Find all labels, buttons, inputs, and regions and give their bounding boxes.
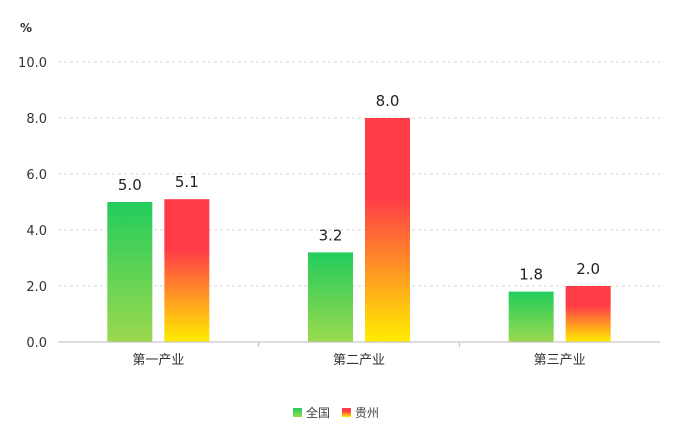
data-label: 5.0: [118, 176, 142, 194]
bar: [308, 252, 353, 342]
bars: [107, 118, 611, 342]
y-tick-label: 4.0: [26, 224, 47, 239]
legend: 全国 贵州: [293, 405, 379, 420]
bar: [107, 202, 153, 342]
y-axis-unit-label: %: [20, 21, 32, 35]
y-tick-label: 2.0: [26, 280, 47, 295]
data-label: 5.1: [175, 173, 199, 191]
data-label: 8.0: [376, 92, 400, 110]
data-label: 1.8: [519, 266, 543, 284]
y-tick-label: 8.0: [26, 112, 47, 127]
x-axis-ticks: 第一产业 第二产业 第三产业: [132, 342, 586, 368]
y-tick-label: 10.0: [18, 56, 47, 71]
data-label: 3.2: [319, 226, 343, 244]
y-axis-ticks: 0.0 2.0 4.0 6.0 8.0 10.0: [18, 56, 47, 351]
bar: [365, 118, 410, 342]
bar: [508, 291, 554, 342]
bar: [565, 286, 611, 342]
data-labels: 5.0 5.1 3.2 8.0 1.8 2.0: [118, 92, 600, 284]
bar: [164, 199, 210, 342]
x-tick-label: 第一产业: [132, 353, 184, 368]
x-tick-label: 第二产业: [333, 353, 385, 368]
legend-label: 贵州: [355, 406, 379, 420]
x-tick-label: 第三产业: [534, 353, 586, 368]
y-tick-label: 6.0: [26, 168, 47, 183]
legend-swatch: [342, 408, 351, 417]
gridlines: [58, 61, 660, 287]
legend-label: 全国: [306, 405, 330, 420]
y-tick-label: 0.0: [26, 336, 47, 351]
legend-swatch: [293, 408, 302, 417]
data-label: 2.0: [576, 260, 600, 278]
